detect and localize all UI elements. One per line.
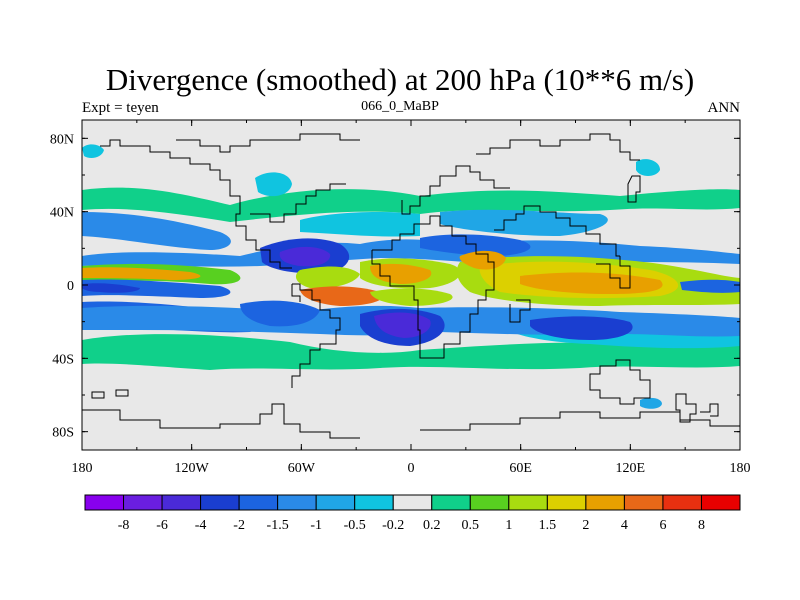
colorbar-label: -1.5 <box>267 518 289 533</box>
colorbar-label: 2 <box>582 518 589 533</box>
coastline <box>250 183 346 223</box>
colorbar-label: -2 <box>233 518 245 533</box>
y-tick-label: 40S <box>52 352 74 367</box>
colorbar-label: -6 <box>156 518 168 533</box>
contour-region <box>300 212 420 237</box>
coastline <box>82 403 360 439</box>
colorbar-swatch <box>84 494 125 511</box>
coastline <box>291 283 341 388</box>
x-tick-label: 60W <box>288 461 316 476</box>
contour-region <box>240 300 320 327</box>
colorbar-swatch <box>469 494 510 511</box>
colorbar-swatch <box>623 494 664 511</box>
coastline <box>596 256 631 289</box>
colorbar-swatch <box>315 494 356 511</box>
coastline <box>176 133 360 153</box>
colorbar-swatch <box>392 494 433 511</box>
season-label: ANN <box>707 100 741 116</box>
colorbar-swatch <box>161 494 202 511</box>
contour-region <box>374 312 431 338</box>
colorbar-label: 0.5 <box>462 518 480 533</box>
colorbar-label: -4 <box>195 518 207 533</box>
coastline <box>675 393 697 423</box>
x-tick-label: 180 <box>72 461 93 476</box>
y-tick-label: 0 <box>67 279 74 294</box>
contour-region <box>420 234 531 256</box>
chart-title: Divergence (smoothed) at 200 hPa (10**6 … <box>105 62 695 97</box>
coastline <box>700 403 719 417</box>
coastline <box>115 389 129 397</box>
y-axis: 80N 40N 0 40S 80S <box>50 132 740 441</box>
x-tick-label: 180 <box>730 461 751 476</box>
colorbar-swatch <box>123 494 163 511</box>
x-axis: 180 120W 60W 0 60E 120E 180 <box>72 120 751 476</box>
x-tick-label: 120E <box>616 461 646 476</box>
colorbar-label: 1.5 <box>539 518 557 533</box>
coastline <box>91 391 105 399</box>
colorbar-label: 6 <box>659 518 666 533</box>
y-tick-label: 80N <box>50 132 74 147</box>
colorbar-swatch <box>238 494 279 511</box>
colorbar-label: -8 <box>118 518 130 533</box>
colorbar-swatch <box>508 494 548 511</box>
contour-region <box>520 272 663 294</box>
contour-region <box>82 187 740 222</box>
coastline <box>494 205 620 257</box>
contour-region <box>279 246 331 267</box>
coastline <box>509 299 531 323</box>
colorbar-label: 8 <box>698 518 705 533</box>
y-tick-label: 40N <box>50 206 74 221</box>
contour-region <box>640 397 662 409</box>
colorbar <box>84 494 741 511</box>
contour-region <box>82 279 231 298</box>
contour-region <box>636 159 660 176</box>
contour-region <box>82 267 201 280</box>
case-label: 066_0_MaBP <box>361 99 439 114</box>
contour-region <box>530 316 633 340</box>
contour-fill <box>82 144 740 409</box>
colorbar-label: 0.2 <box>423 518 441 533</box>
coastline <box>291 284 301 302</box>
coastline <box>371 250 495 359</box>
coastline <box>100 139 292 269</box>
colorbar-swatch <box>354 494 394 511</box>
coastline <box>627 175 641 203</box>
colorbar-swatch <box>200 494 240 511</box>
colorbar-label: -0.5 <box>344 518 366 533</box>
contour-region <box>82 283 140 293</box>
continent-outlines <box>82 133 740 439</box>
contour-region <box>82 144 104 158</box>
contour-region <box>255 172 292 197</box>
contour-region <box>300 286 383 306</box>
coastline <box>372 215 495 272</box>
contour-region <box>295 266 360 289</box>
experiment-label: Expt = teyen <box>82 100 159 116</box>
colorbar-label: -0.2 <box>382 518 404 533</box>
colorbar-swatch <box>431 494 471 511</box>
colorbar-label: 1 <box>505 518 512 533</box>
contour-region <box>370 263 432 284</box>
colorbar-label: 4 <box>621 518 628 533</box>
contour-region <box>440 209 608 236</box>
x-tick-label: 120W <box>175 461 210 476</box>
coastline <box>401 165 510 215</box>
coastline <box>420 411 740 431</box>
contour-region <box>680 279 740 293</box>
colorbar-swatch <box>277 494 317 511</box>
contour-region <box>82 212 231 250</box>
colorbar-swatch <box>700 494 741 511</box>
contour-region <box>370 288 453 306</box>
colorbar-labels: -8 -6 -4 -2 -1.5 -1 -0.5 -0.2 0.2 0.5 1 1.5 2 4 6 8 <box>118 518 705 533</box>
coastline <box>589 359 651 405</box>
colorbar-swatch <box>546 494 587 511</box>
x-tick-label: 0 <box>408 461 415 476</box>
colorbar-label: -1 <box>310 518 322 533</box>
x-tick-label: 60E <box>509 461 532 476</box>
colorbar-swatch <box>585 494 625 511</box>
coastline <box>476 133 640 161</box>
colorbar-swatch <box>662 494 702 511</box>
y-tick-label: 80S <box>52 426 74 441</box>
